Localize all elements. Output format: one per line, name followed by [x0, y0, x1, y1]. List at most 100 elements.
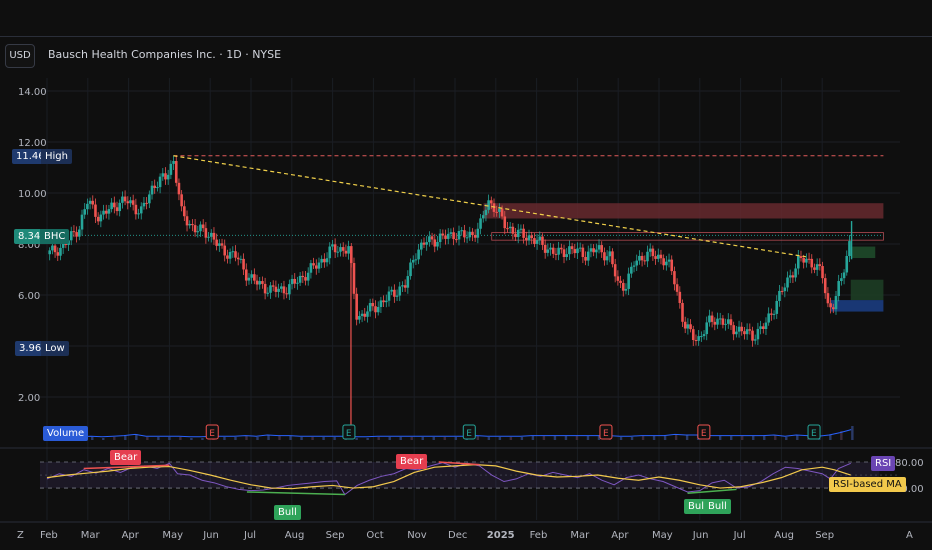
- candle-body: [565, 254, 569, 258]
- candle-body: [185, 216, 189, 226]
- volume-bar: [476, 436, 480, 440]
- volume-bar: [641, 436, 645, 440]
- candle-body: [288, 284, 291, 295]
- candle-body: [253, 274, 256, 281]
- volume-bar: [146, 437, 149, 440]
- x-tick-label: Mar: [81, 530, 101, 541]
- candle-body: [403, 285, 407, 288]
- candle-body: [99, 214, 103, 222]
- candle-body: [511, 226, 515, 234]
- currency-button[interactable]: USD: [5, 44, 35, 68]
- volume-legend[interactable]: Volume: [43, 426, 89, 441]
- volume-bar: [113, 437, 116, 440]
- earnings-marker: [205, 424, 219, 440]
- candle-body: [767, 313, 770, 323]
- candle-body: [578, 247, 582, 249]
- candle-body: [161, 173, 165, 177]
- candle-body: [527, 235, 531, 241]
- candle-body: [691, 329, 695, 341]
- candle-body: [209, 232, 213, 237]
- x-tick-label: Oct: [366, 530, 383, 541]
- candle-body: [368, 303, 372, 312]
- candle-body: [543, 244, 547, 253]
- candle-body: [492, 203, 496, 212]
- y-tick-label: 14.00: [18, 87, 47, 98]
- candle-body: [665, 261, 668, 266]
- volume-bar: [542, 436, 546, 440]
- candle-body: [455, 239, 458, 241]
- volume-bar: [752, 436, 755, 440]
- candle-body: [794, 268, 797, 278]
- candle-body: [401, 285, 404, 287]
- candle-body: [446, 233, 450, 239]
- candle-body: [409, 262, 412, 277]
- candle-body: [683, 321, 687, 329]
- bullish-divergence-line: [246, 491, 345, 496]
- candle-body: [341, 247, 345, 251]
- earnings-marker-label: E: [346, 429, 352, 439]
- candle-body: [689, 324, 692, 330]
- candle-body: [581, 247, 585, 257]
- y-tick-label: 12.00: [18, 138, 47, 149]
- candle-body: [595, 249, 598, 253]
- supply-zone: [491, 232, 884, 241]
- volume-bar: [718, 436, 722, 440]
- high-price-tag: 11.46: [12, 149, 49, 164]
- volume-bar: [388, 437, 391, 440]
- candle-body: [530, 235, 534, 239]
- volume-bar: [509, 437, 513, 440]
- candle-body: [476, 228, 480, 238]
- candle-body: [551, 247, 555, 254]
- volume-bar: [432, 437, 435, 440]
- candle-body: [104, 210, 108, 214]
- candle-body: [333, 244, 337, 253]
- candle-body: [393, 289, 396, 297]
- candle-body: [756, 328, 760, 340]
- candle-body: [298, 275, 302, 283]
- candle-body: [632, 265, 636, 267]
- candle-body: [737, 326, 741, 332]
- candle-body: [263, 283, 267, 294]
- candle-body: [842, 272, 846, 279]
- volume-bar: [223, 437, 226, 440]
- candle-body: [546, 249, 550, 253]
- candle-body: [560, 247, 563, 250]
- rsi-label[interactable]: RSI: [871, 456, 896, 471]
- timezone-icon: Z: [17, 530, 24, 541]
- candle-body: [142, 202, 146, 207]
- earnings-marker: [462, 424, 476, 440]
- candle-body: [376, 307, 380, 313]
- candle-body: [764, 322, 768, 329]
- candle-body: [444, 235, 447, 239]
- candle-body: [64, 243, 68, 245]
- volume-bar: [311, 437, 314, 440]
- candle-body: [651, 248, 655, 257]
- last-price-tag: 8.34: [14, 229, 45, 244]
- volume-bar: [586, 436, 590, 440]
- candle-body: [465, 237, 469, 239]
- volume-bar: [531, 436, 535, 440]
- candle-body: [726, 319, 730, 324]
- rsi-ma-label[interactable]: RSI-based MA: [829, 477, 906, 492]
- y-tick-label: 8.00: [18, 240, 40, 251]
- candle-body: [215, 239, 218, 246]
- volume-ma-line: [46, 429, 852, 438]
- candle-body: [519, 228, 523, 230]
- volume-bar: [785, 437, 788, 440]
- candle-body: [207, 236, 210, 238]
- candle-body: [137, 213, 140, 215]
- candle-body: [740, 326, 744, 332]
- candle-body: [51, 245, 54, 251]
- candle-body: [91, 200, 95, 205]
- candle-body: [317, 262, 321, 269]
- candle-body: [616, 276, 620, 281]
- volume-bar: [267, 435, 270, 440]
- candle-body: [783, 287, 787, 292]
- candle-body: [48, 250, 51, 255]
- candle-body: [506, 228, 509, 230]
- volume-bar: [190, 438, 193, 440]
- candle-body: [745, 329, 749, 335]
- candle-body: [191, 223, 194, 226]
- candle-body: [360, 313, 364, 317]
